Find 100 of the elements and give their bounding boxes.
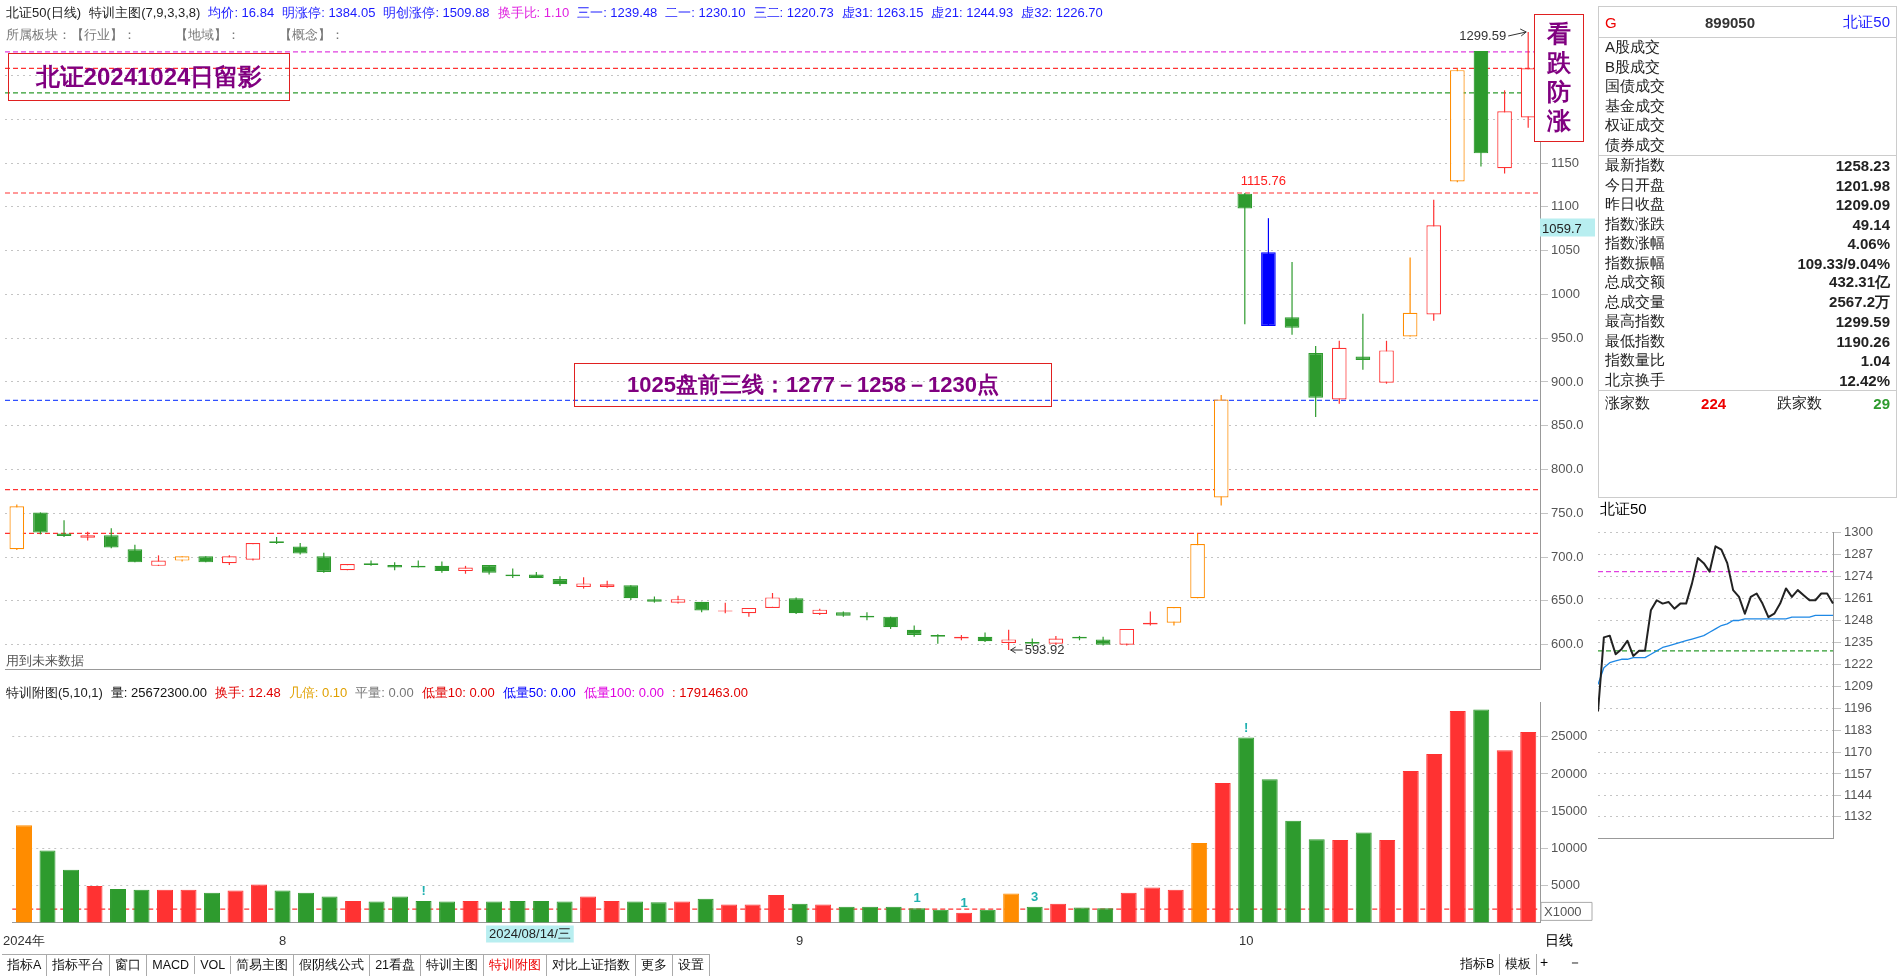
y-tick-label: 1100	[1551, 198, 1579, 214]
text: 2024/08/14/三	[489, 926, 571, 942]
text: 债券成交	[1604, 135, 1666, 155]
text: G	[1605, 13, 1617, 31]
text: 1.04	[1860, 352, 1890, 370]
text: 指标A	[2, 955, 48, 976]
text: 49.14	[1852, 215, 1890, 233]
annotation: 1	[960, 894, 968, 910]
text: 最高指数	[1605, 312, 1665, 332]
annotation: 换手比: 1.10	[497, 5, 570, 20]
y-tick-label: 1287	[1844, 546, 1873, 562]
x-tick-label: 2024年	[3, 932, 45, 948]
text: 特训主图	[421, 955, 485, 976]
y-tick-label: 5000	[1551, 876, 1580, 892]
text: : 1791463.00	[672, 685, 748, 700]
y-tick-label: 1274	[1844, 568, 1873, 584]
text: 跌家数	[1777, 393, 1823, 413]
annotation: 1	[913, 890, 921, 906]
text: 指数振幅	[1605, 253, 1665, 273]
chart-title: 北证50(日线)	[6, 5, 82, 20]
y-tick-label: 700.0	[1551, 548, 1584, 564]
annotation: !	[1244, 719, 1249, 735]
text: 1201.98	[1835, 176, 1890, 194]
text: 几倍: 0.10	[288, 685, 348, 700]
y-tick-label: 1196	[1844, 699, 1872, 715]
y-tick-label: 1050	[1551, 242, 1580, 258]
text: 指数量比	[1605, 351, 1665, 371]
text: 1258.23	[1835, 157, 1890, 175]
text: 指标B	[1455, 954, 1501, 975]
text: 北证50	[1843, 12, 1890, 32]
annotation: 3	[1031, 888, 1039, 904]
annotation: 所属板块：【行业】： 【地域】： 【概念】：	[6, 26, 344, 44]
y-tick-label: 1209	[1844, 677, 1873, 693]
text: 1059.7	[1542, 220, 1582, 236]
text: 换手: 12.48	[214, 685, 281, 700]
text: 21看盘	[370, 955, 422, 976]
y-axis-title: X1000	[1544, 904, 1582, 920]
y-tick-label: 1144	[1844, 787, 1872, 803]
text: 109.33/9.04%	[1797, 254, 1890, 272]
y-tick-label: 850.0	[1551, 417, 1584, 433]
text: 简易主图	[231, 955, 295, 976]
y-tick-label: 1157	[1844, 765, 1872, 781]
annotation: 1025盘前三线：1277－1258－1230点	[574, 363, 1052, 407]
y-tick-label: 15000	[1551, 802, 1588, 818]
text: 对比上证指数	[547, 955, 637, 976]
annotation: 虚32: 1226.70	[1021, 5, 1103, 20]
text: 北京换手	[1605, 370, 1665, 390]
text: 2567.2万	[1829, 292, 1890, 312]
text: 基金成交	[1604, 96, 1666, 116]
y-tick-label: 1300	[1844, 524, 1873, 540]
text: 总成交额	[1605, 273, 1665, 293]
text: VOL	[195, 956, 232, 974]
text: 低量50: 0.00	[502, 685, 576, 700]
annotation: 均价: 16.84	[208, 5, 275, 20]
text: 窗口	[110, 955, 148, 976]
annotation: !	[421, 882, 426, 898]
text: MACD	[147, 956, 196, 974]
text: 特训附图	[484, 955, 548, 976]
y-tick-label: 900.0	[1551, 373, 1584, 389]
y-tick-label: 1150	[1551, 154, 1579, 170]
text: B股成交	[1604, 57, 1661, 77]
y-tick-label: 1132	[1844, 807, 1872, 823]
annotation: 593.92	[1024, 642, 1065, 657]
y-tick-label: 1261	[1844, 590, 1873, 606]
text: 更多	[636, 955, 674, 976]
text: 设置	[673, 955, 711, 976]
text: A股成交	[1604, 38, 1661, 58]
chart-title: 北证50	[1600, 500, 1647, 519]
text: 假阴线公式	[294, 955, 371, 976]
annotation: 二一: 1230.10	[665, 5, 746, 20]
x-tick-label: 8	[278, 932, 287, 948]
text: 总成交量	[1605, 292, 1665, 312]
annotation: 特训主图(7,9,3,3,8)	[89, 5, 201, 20]
text: 昨日收盘	[1605, 195, 1665, 215]
text: 看跌防涨	[1547, 20, 1571, 136]
text: 最新指数	[1605, 156, 1665, 176]
text: 模板	[1500, 954, 1538, 975]
text: 1299.59	[1835, 313, 1890, 331]
chart-title: 特训附图(5,10,1)	[6, 685, 103, 700]
y-tick-label: 1000	[1551, 285, 1580, 301]
text: 4.06%	[1847, 235, 1890, 253]
y-tick-label: 1170	[1844, 743, 1872, 759]
x-tick-label: 9	[796, 932, 804, 948]
y-tick-label: 650.0	[1551, 592, 1584, 608]
text: 1209.09	[1835, 196, 1890, 214]
y-tick-label: 1235	[1844, 633, 1873, 649]
text: 指数涨幅	[1605, 234, 1665, 254]
y-tick-label: 25000	[1551, 728, 1588, 744]
text: 899050	[1704, 13, 1756, 31]
x-tick-label: 10	[1238, 932, 1254, 948]
annotation: 用到未来数据	[6, 652, 84, 670]
text: 1190.26	[1836, 332, 1890, 350]
text: 权证成交	[1604, 116, 1666, 136]
annotation: 1115.76	[1240, 172, 1286, 188]
text: 432.31亿	[1829, 273, 1890, 293]
text: 指数涨跌	[1605, 214, 1665, 234]
annotation: 1299.59	[1459, 28, 1507, 43]
text: 低量100: 0.00	[583, 685, 664, 700]
annotation: 明创涨停: 1509.88	[383, 5, 490, 20]
text: 指标平台	[47, 955, 111, 976]
